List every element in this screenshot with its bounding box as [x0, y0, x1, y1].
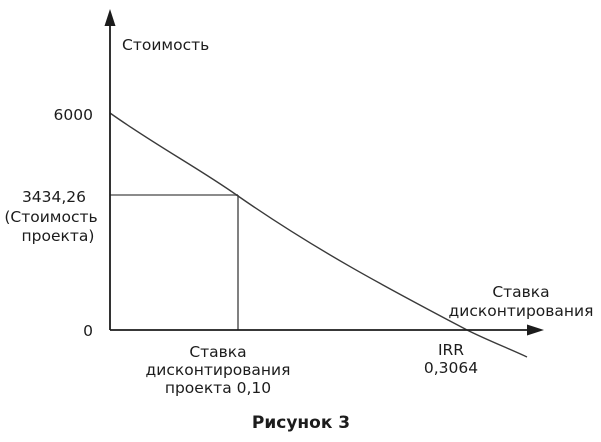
- x-axis-title-line1: Ставка: [492, 283, 549, 301]
- project-rate-label-line3: проекта 0,10: [165, 379, 271, 397]
- npv-curve: [109, 112, 528, 358]
- figure-caption: Рисунок 3: [252, 413, 350, 433]
- y-tick-6000: 6000: [54, 106, 93, 124]
- project-rate-label-line2: дисконтирования: [146, 361, 291, 379]
- project-value-label-line3: проекта): [22, 227, 95, 245]
- y-axis-arrow-icon: [104, 9, 116, 26]
- irr-label-line2: 0,3064: [424, 359, 478, 377]
- y-axis-title: Стоимость: [122, 36, 209, 54]
- irr-label-line1: IRR: [438, 341, 464, 359]
- project-value-label-line2: (Стоимость: [4, 208, 97, 226]
- project-rate-label-line1: Ставка: [189, 343, 246, 361]
- y-tick-zero: 0: [83, 322, 93, 340]
- x-axis-arrow-icon: [527, 324, 544, 336]
- project-value-label-line1: 3434,26: [22, 188, 86, 206]
- x-axis-title-line2: дисконтирования: [449, 302, 594, 320]
